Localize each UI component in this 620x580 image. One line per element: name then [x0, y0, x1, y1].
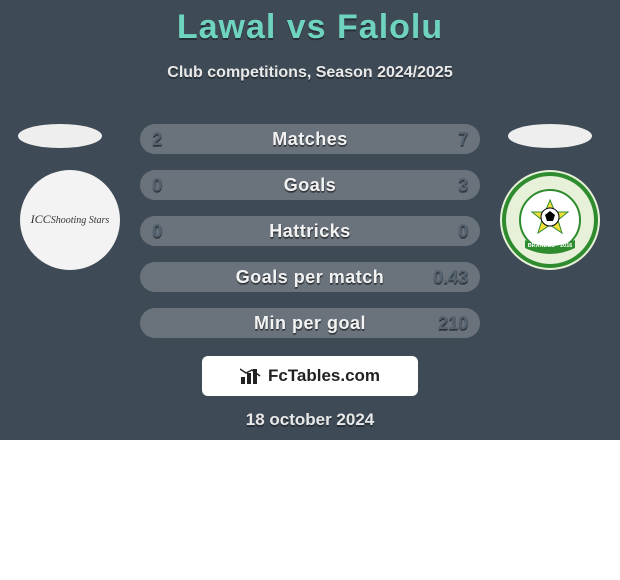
stat-value-left: 0: [152, 221, 162, 242]
stat-value-right: 0.43: [433, 267, 468, 288]
club-left-label: ICCShooting Stars: [31, 213, 110, 227]
svg-text:BRANDED · 2016: BRANDED · 2016: [528, 243, 573, 249]
club-left-text-bottom: Shooting Stars: [51, 215, 110, 226]
stat-row: Goals per match 0.43: [140, 262, 480, 292]
stat-row: Goals 0 3: [140, 170, 480, 200]
club-left-text-top: ICC: [31, 212, 51, 226]
stat-value-right: 7: [458, 129, 468, 150]
stat-value-right: 3: [458, 175, 468, 196]
stat-row: Hattricks 0 0: [140, 216, 480, 246]
club-right-crest-svg: BRANDED · 2016: [500, 170, 600, 270]
stat-value-right: 210: [438, 313, 468, 334]
stat-label: Goals per match: [236, 267, 385, 288]
stat-value-left: 2: [152, 129, 162, 150]
branding-text: FcTables.com: [268, 366, 380, 386]
stat-value-right: 0: [458, 221, 468, 242]
stat-label: Matches: [272, 129, 348, 150]
bar-chart-icon: [240, 367, 262, 385]
flag-left-ellipse: [18, 124, 102, 148]
stat-value-left: 0: [152, 175, 162, 196]
stat-label: Hattricks: [269, 221, 351, 242]
branding-pill: FcTables.com: [202, 356, 418, 396]
stat-row: Min per goal 210: [140, 308, 480, 338]
club-badge-left: ICCShooting Stars: [20, 170, 120, 270]
date-label: 18 october 2024: [0, 410, 620, 430]
stat-label: Min per goal: [254, 313, 366, 334]
subtitle: Club competitions, Season 2024/2025: [0, 64, 620, 82]
comparison-infographic: Lawal vs Falolu Club competitions, Seaso…: [0, 0, 620, 580]
club-badge-right: BRANDED · 2016: [500, 170, 600, 270]
page-title: Lawal vs Falolu: [0, 8, 620, 47]
flag-right-ellipse: [508, 124, 592, 148]
stat-row: Matches 2 7: [140, 124, 480, 154]
stat-label: Goals: [284, 175, 337, 196]
